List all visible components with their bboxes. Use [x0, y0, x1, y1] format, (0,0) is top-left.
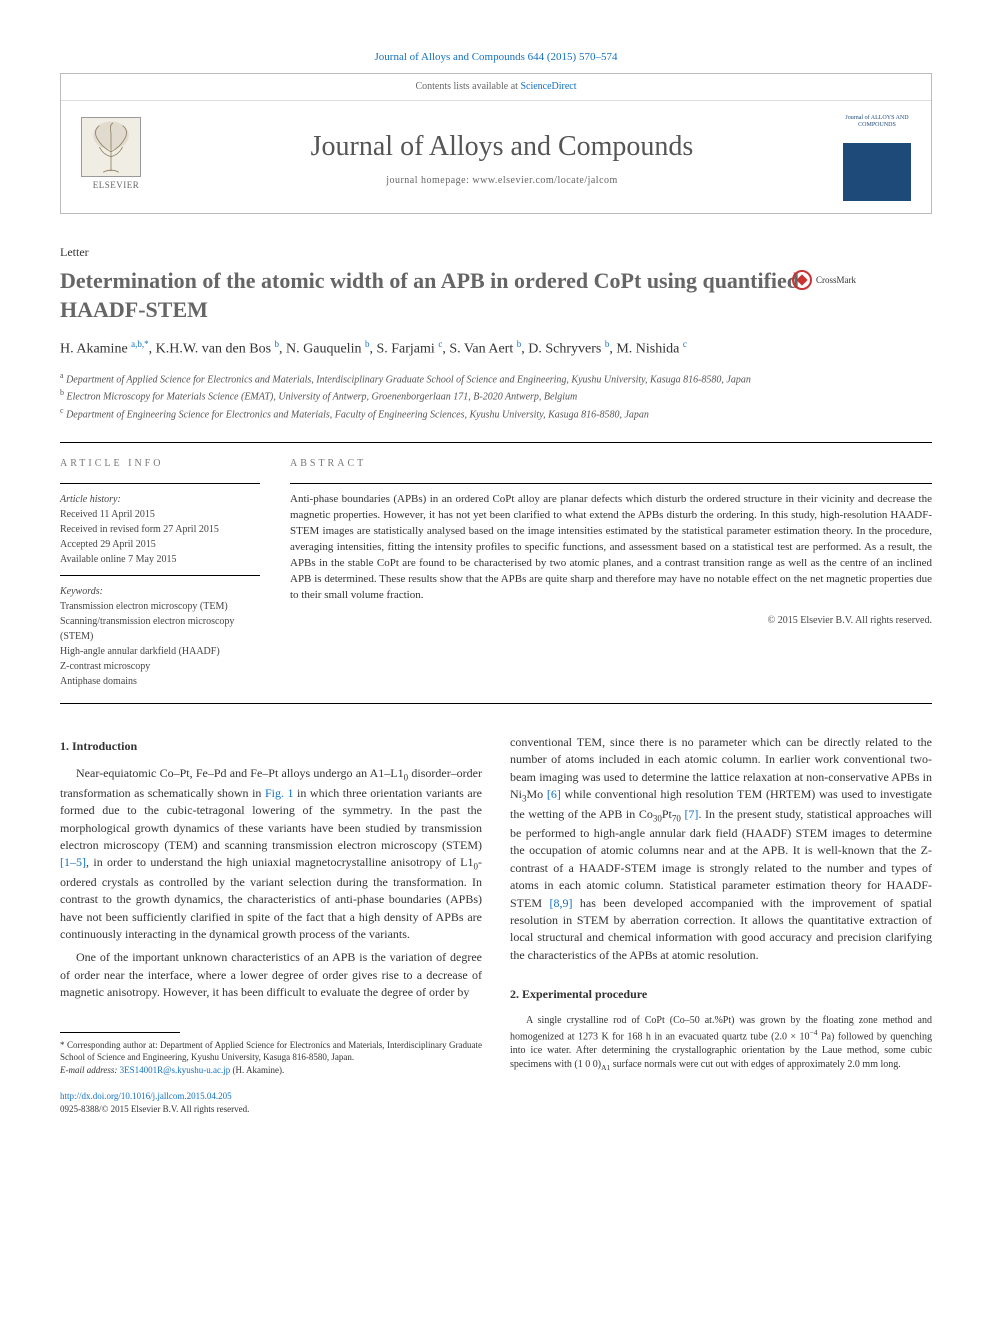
- homepage-url[interactable]: www.elsevier.com/locate/jalcom: [472, 175, 617, 186]
- article-info-column: article info Article history: Received 1…: [60, 457, 260, 689]
- journal-header: Contents lists available at ScienceDirec…: [60, 73, 932, 214]
- journal-homepage: journal homepage: www.elsevier.com/locat…: [171, 174, 833, 188]
- intro-paragraph-2: One of the important unknown characteris…: [60, 949, 482, 1001]
- crossmark-badge[interactable]: CrossMark: [792, 268, 872, 292]
- abstract-copyright: © 2015 Elsevier B.V. All rights reserved…: [290, 614, 932, 628]
- introduction-heading: 1. Introduction: [60, 738, 482, 755]
- divider: [290, 483, 932, 484]
- article-type-label: Letter: [60, 244, 932, 261]
- divider: [60, 483, 260, 484]
- history-line: Received in revised form 27 April 2015: [60, 522, 260, 537]
- experimental-heading: 2. Experimental procedure: [510, 986, 932, 1003]
- figure-1-link[interactable]: Fig. 1: [265, 786, 294, 800]
- ref-7-link[interactable]: [7]: [684, 807, 698, 821]
- elsevier-logo: ELSEVIER: [81, 117, 151, 197]
- intro-paragraph-1: Near-equiatomic Co–Pt, Fe–Pd and Fe–Pt a…: [60, 765, 482, 943]
- keywords-label: Keywords:: [60, 584, 260, 599]
- affiliation: a Department of Applied Science for Elec…: [60, 370, 932, 387]
- history-line: Available online 7 May 2015: [60, 552, 260, 567]
- doi-link[interactable]: http://dx.doi.org/10.1016/j.jallcom.2015…: [60, 1090, 482, 1103]
- author-email-link[interactable]: 3ES14001R@s.kyushu-u.ac.jp: [120, 1065, 231, 1075]
- doi-block: http://dx.doi.org/10.1016/j.jallcom.2015…: [60, 1090, 482, 1115]
- journal-name: Journal of Alloys and Compounds: [171, 127, 833, 166]
- contents-available-bar: Contents lists available at ScienceDirec…: [61, 74, 931, 101]
- divider: [60, 703, 932, 704]
- history-line: Received 11 April 2015: [60, 507, 260, 522]
- article-history: Article history: Received 11 April 2015R…: [60, 492, 260, 567]
- contents-prefix: Contents lists available at: [415, 81, 520, 92]
- affiliation: c Department of Engineering Science for …: [60, 405, 932, 422]
- history-line: Accepted 29 April 2015: [60, 537, 260, 552]
- keyword: Transmission electron microscopy (TEM): [60, 599, 260, 614]
- abstract-column: abstract Anti-phase boundaries (APBs) in…: [290, 457, 932, 689]
- ref-6-link[interactable]: [6]: [547, 787, 561, 801]
- sciencedirect-link[interactable]: ScienceDirect: [520, 81, 576, 92]
- abstract-heading: abstract: [290, 457, 932, 471]
- cover-thumb-title: Journal of ALLOYS AND COMPOUNDS: [843, 113, 911, 143]
- keywords-block: Keywords: Transmission electron microsco…: [60, 584, 260, 689]
- right-column: conventional TEM, since there is no para…: [510, 734, 932, 1116]
- footnote-separator: [60, 1032, 180, 1033]
- experimental-paragraph-1: A single crystalline rod of CoPt (Co–50 …: [510, 1014, 932, 1074]
- top-citation: Journal of Alloys and Compounds 644 (201…: [60, 50, 932, 65]
- crossmark-icon: [792, 270, 812, 290]
- authors-list: H. Akamine a,b,*, K.H.W. van den Bos b, …: [60, 338, 932, 360]
- divider: [60, 575, 260, 576]
- affiliation: b Electron Microscopy for Materials Scie…: [60, 387, 932, 404]
- article-info-heading: article info: [60, 457, 260, 471]
- elsevier-logo-text: ELSEVIER: [81, 179, 151, 192]
- keyword: Z-contrast microscopy: [60, 659, 260, 674]
- ref-8-9-link[interactable]: [8,9]: [549, 896, 572, 910]
- elsevier-tree-icon: [81, 117, 141, 177]
- divider: [60, 442, 932, 443]
- ref-1-5-link[interactable]: [1–5]: [60, 855, 86, 869]
- intro-paragraph-3: conventional TEM, since there is no para…: [510, 734, 932, 964]
- keyword: Scanning/transmission electron microscop…: [60, 614, 260, 644]
- keyword: Antiphase domains: [60, 674, 260, 689]
- abstract-text: Anti-phase boundaries (APBs) in an order…: [290, 492, 932, 604]
- affiliations-list: a Department of Applied Science for Elec…: [60, 370, 932, 422]
- history-label: Article history:: [60, 492, 260, 507]
- keyword: High-angle annular darkfield (HAADF): [60, 644, 260, 659]
- corresponding-author-footnote: * Corresponding author at: Department of…: [60, 1039, 482, 1064]
- homepage-prefix: journal homepage:: [386, 175, 472, 186]
- journal-cover-thumbnail: Journal of ALLOYS AND COMPOUNDS: [843, 113, 911, 201]
- left-column: 1. Introduction Near-equiatomic Co–Pt, F…: [60, 734, 482, 1116]
- email-footnote: E-mail address: 3ES14001R@s.kyushu-u.ac.…: [60, 1064, 482, 1077]
- crossmark-label: CrossMark: [816, 274, 856, 287]
- issn-copyright: 0925-8388/© 2015 Elsevier B.V. All right…: [60, 1103, 482, 1116]
